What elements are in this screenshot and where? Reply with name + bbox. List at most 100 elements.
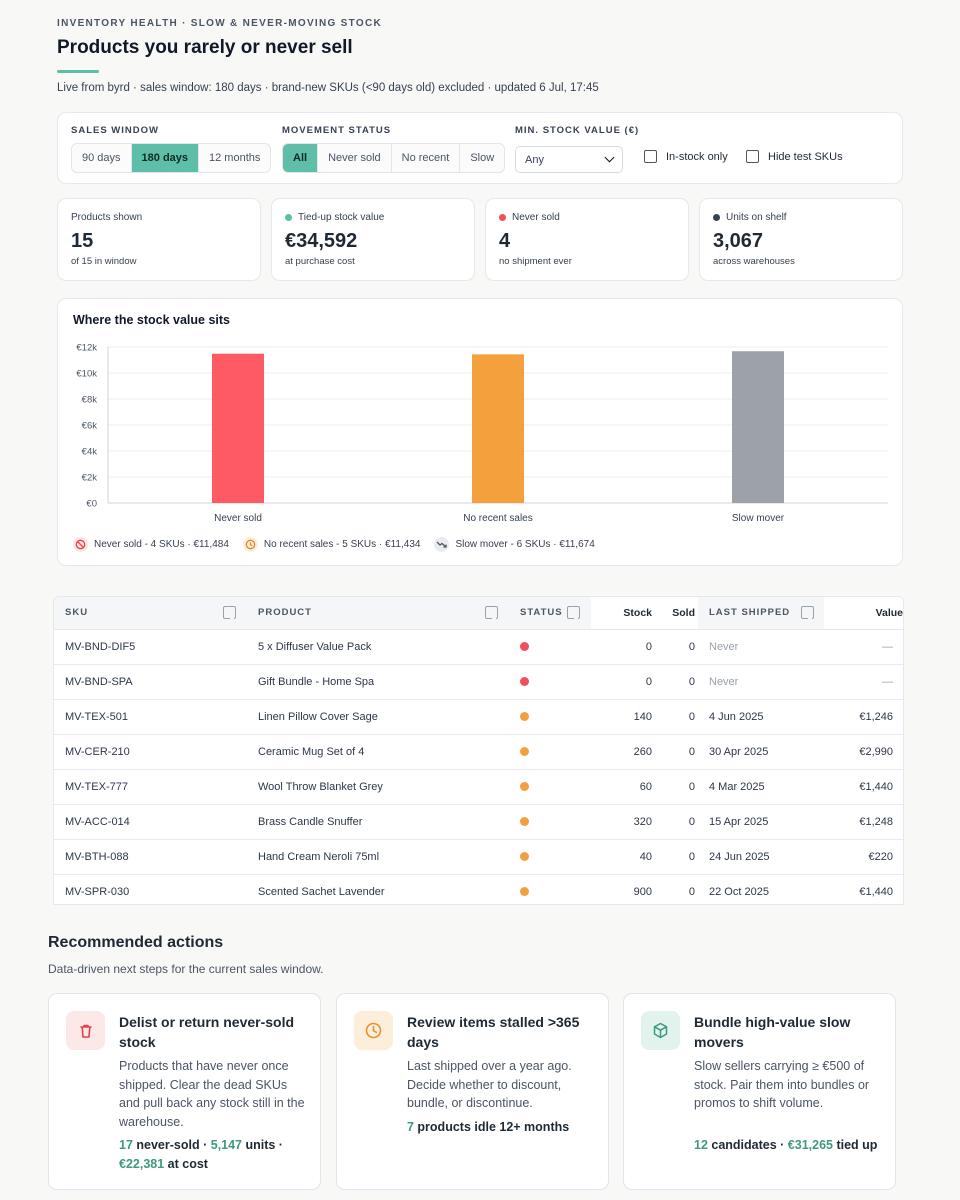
status-dot	[520, 747, 529, 757]
sales-window-12-months[interactable]: 12 months	[209, 152, 261, 164]
stat-tied-up-value: Tied-up stock value €34,592 at purchase …	[271, 198, 475, 281]
stock-cell: 60	[591, 769, 652, 805]
status-dot	[520, 642, 529, 652]
table-row[interactable]: MV-BTH-088 Hand Cream Neroli 75ml 40 0 24 Ju…	[54, 839, 903, 875]
status-filter-slow[interactable]: Slow	[470, 152, 495, 164]
status-filter-no-recent[interactable]: No recent	[392, 144, 461, 172]
column-header-stock[interactable]: Stock	[591, 597, 652, 630]
checkbox-box[interactable]	[746, 150, 759, 163]
action-title: Review items stalled >365 days	[407, 1014, 580, 1050]
title-underline	[57, 70, 99, 73]
table-header-row: SKU PRODUCT STATUS Stock Sold LAST SHIPP…	[54, 597, 903, 630]
status-dot	[520, 852, 529, 862]
in-stock-only-checkbox[interactable]: In-stock only	[644, 150, 728, 163]
stock-cell: 320	[591, 804, 652, 840]
stat-value: 4	[499, 230, 511, 252]
legend-item-no-recent: No recent sales - 5 SKUs · €11,434	[242, 537, 420, 552]
column-header-status[interactable]: STATUS	[509, 597, 591, 630]
value-cell: €1,246	[824, 699, 903, 735]
hide-test-skus-label: Hide test SKUs	[768, 150, 843, 163]
column-menu-icon[interactable]	[223, 606, 236, 621]
x-tick-label: Never sold	[214, 513, 262, 524]
y-tick-label: €2k	[82, 473, 98, 484]
stock-cell: 40	[591, 839, 652, 875]
x-tick-label: No recent sales	[463, 513, 532, 524]
product-cell: Scented Sachet Lavender	[247, 874, 509, 904]
status-filter-never-sold[interactable]: Never sold	[318, 144, 392, 172]
ban-icon	[73, 537, 88, 552]
stock-cell: 900	[591, 874, 652, 904]
status-dot	[520, 782, 529, 792]
stat-sub: of 15 in window	[71, 256, 137, 267]
table-row[interactable]: MV-TEX-777 Wool Throw Blanket Grey 60 0 4 Ma…	[54, 769, 903, 805]
status-dot	[520, 712, 529, 722]
actions-title: Recommended actions	[48, 934, 224, 951]
value-cell: €1,440	[824, 769, 903, 805]
table-row[interactable]: MV-TEX-501 Linen Pillow Cover Sage 140 0 4 J…	[54, 699, 903, 735]
stat-label: Never sold	[499, 212, 560, 223]
page-subtitle: Live from byrd · sales window: 180 days …	[57, 82, 599, 94]
value-cell: —	[824, 664, 903, 700]
sales-window-toggle: 90 days 180 days 12 months	[71, 143, 272, 173]
column-menu-icon[interactable]	[485, 606, 498, 621]
table-row[interactable]: MV-BND-SPA Gift Bundle - Home Spa 0 0 Never —	[54, 664, 903, 700]
sold-cell: 0	[652, 629, 698, 665]
min-stock-value-select[interactable]: Any	[515, 146, 623, 173]
box-icon	[641, 1011, 680, 1050]
status-cell	[509, 769, 591, 805]
stock-value-chart: €0 €2k €4k €6k €8k €10k €12k Never sold No recen…	[76, 343, 888, 524]
column-header-sold[interactable]: Sold	[652, 597, 698, 630]
table-row[interactable]: MV-ACC-014 Brass Candle Snuffer 320 0 15 Apr…	[54, 804, 903, 840]
checkbox-box[interactable]	[644, 150, 657, 163]
stat-value: €34,592	[285, 230, 358, 252]
sold-cell: 0	[652, 839, 698, 875]
product-cell: Linen Pillow Cover Sage	[247, 699, 509, 735]
sales-window-180-days[interactable]: 180 days	[131, 144, 200, 172]
last-shipped-cell: 30 Apr 2025	[698, 734, 824, 770]
sold-cell: 0	[652, 664, 698, 700]
action-description: Slow sellers carrying ≥ €500 of stock. P…	[694, 1059, 870, 1110]
status-cell	[509, 874, 591, 904]
action-card-delist[interactable]: Delist or return never-sold stock Produc…	[48, 993, 321, 1190]
value-cell: €2,990	[824, 734, 903, 770]
column-header-product[interactable]: PRODUCT	[247, 597, 509, 630]
actions-subtitle: Data-driven next steps for the current s…	[48, 962, 324, 976]
sold-cell: 0	[652, 804, 698, 840]
table-row[interactable]: MV-BND-DIF5 5 x Diffuser Value Pack 0 0 Neve…	[54, 629, 903, 665]
column-header-sku[interactable]: SKU	[54, 597, 247, 630]
column-menu-icon[interactable]	[801, 606, 814, 621]
status-dot	[520, 887, 529, 897]
status-dot	[520, 817, 529, 827]
stock-cell: 140	[591, 699, 652, 735]
stat-value: 3,067	[713, 230, 764, 252]
column-menu-icon[interactable]	[567, 606, 580, 621]
column-header-value[interactable]: Value	[824, 597, 903, 630]
status-cell	[509, 804, 591, 840]
hide-test-skus-checkbox[interactable]: Hide test SKUs	[746, 150, 843, 163]
stat-never-sold: Never sold 4 no shipment ever	[485, 198, 689, 281]
table-row[interactable]: MV-SPR-030 Scented Sachet Lavender 900 0 22 …	[54, 874, 903, 904]
status-filter-all[interactable]: All	[283, 144, 319, 172]
y-tick-label: €4k	[82, 447, 98, 458]
sales-window-90-days[interactable]: 90 days	[72, 144, 132, 172]
clock-icon	[354, 1011, 393, 1050]
action-metric: 12 candidates · €31,265 tied up	[694, 1138, 878, 1152]
chart-title: Where the stock value sits	[73, 313, 231, 327]
action-card-review-stalled[interactable]: Review items stalled >365 days Last ship…	[336, 993, 609, 1190]
table-row[interactable]: MV-CER-210 Ceramic Mug Set of 4 260 0 30 Apr…	[54, 734, 903, 770]
column-header-last-shipped[interactable]: LAST SHIPPED	[698, 597, 824, 630]
action-description: Products that have never once shipped. C…	[119, 1059, 305, 1129]
status-cell	[509, 629, 591, 665]
action-card-bundle[interactable]: Bundle high-value slow movers Slow selle…	[623, 993, 896, 1190]
sold-cell: 0	[652, 874, 698, 904]
action-title: Bundle high-value slow movers	[694, 1014, 851, 1050]
sold-cell: 0	[652, 734, 698, 770]
page-title: Products you rarely or never sell	[57, 37, 353, 58]
last-shipped-cell: Never	[698, 664, 824, 700]
last-shipped-cell: 24 Jun 2025	[698, 839, 824, 875]
last-shipped-cell: 4 Jun 2025	[698, 699, 824, 735]
status-cell	[509, 699, 591, 735]
stock-cell: 0	[591, 629, 652, 665]
clock-icon	[242, 537, 258, 552]
status-dot	[520, 677, 529, 687]
